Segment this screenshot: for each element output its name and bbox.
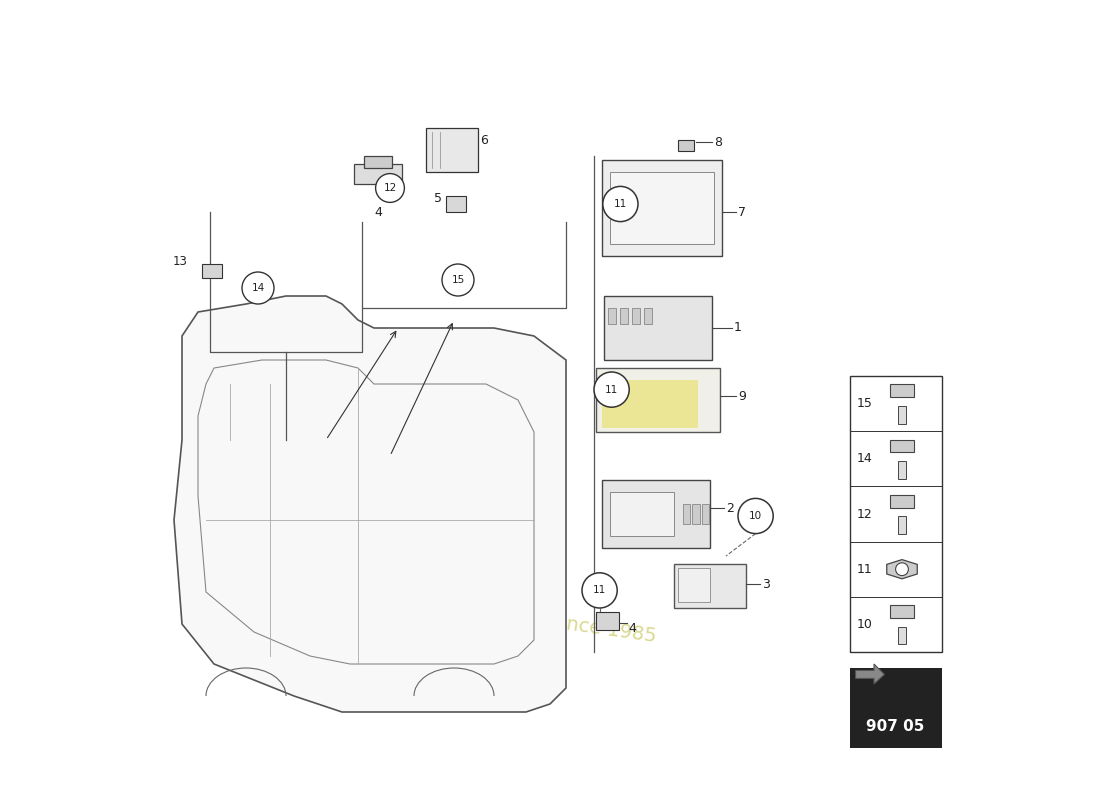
Text: 14: 14 [252, 283, 265, 293]
Circle shape [375, 174, 405, 202]
Bar [610, 492, 674, 536]
Text: 11: 11 [857, 562, 872, 576]
Text: 907 05: 907 05 [867, 719, 925, 734]
Text: 6: 6 [481, 134, 488, 146]
Text: 9: 9 [738, 390, 746, 402]
Bar [596, 368, 720, 432]
Polygon shape [856, 664, 884, 684]
Bar [890, 605, 914, 618]
Text: 12: 12 [384, 183, 397, 193]
Text: 12: 12 [857, 507, 872, 521]
Text: 11: 11 [614, 199, 627, 209]
Bar [890, 439, 914, 452]
Bar [898, 461, 906, 478]
Text: 13: 13 [173, 255, 188, 268]
Text: 4: 4 [374, 206, 382, 218]
Circle shape [594, 372, 629, 407]
Bar [890, 494, 914, 507]
Text: elc
parts: elc parts [367, 434, 540, 558]
Text: 3: 3 [762, 578, 770, 590]
Circle shape [603, 186, 638, 222]
Text: 10: 10 [857, 618, 872, 631]
Bar [644, 308, 651, 324]
Circle shape [895, 562, 909, 575]
Text: 8: 8 [714, 136, 722, 149]
Text: 5: 5 [434, 192, 442, 205]
Bar [604, 296, 712, 360]
Circle shape [582, 573, 617, 608]
Text: 11: 11 [605, 385, 618, 394]
Text: 11: 11 [593, 586, 606, 595]
Polygon shape [887, 559, 917, 578]
Bar [354, 164, 402, 184]
Circle shape [738, 498, 773, 534]
Bar [602, 380, 698, 428]
Bar [898, 517, 906, 534]
Text: 7: 7 [738, 206, 746, 218]
Bar [202, 264, 222, 278]
Bar [898, 406, 906, 424]
Bar [692, 504, 700, 524]
Bar [898, 627, 906, 645]
Polygon shape [174, 296, 566, 712]
Bar [674, 564, 746, 608]
Circle shape [442, 264, 474, 296]
Text: a passion for parts since 1985: a passion for parts since 1985 [363, 586, 658, 646]
Text: 15: 15 [857, 397, 872, 410]
Bar [678, 140, 694, 151]
Text: 4: 4 [628, 622, 636, 634]
Bar [602, 480, 710, 548]
Bar [607, 308, 616, 324]
Bar [850, 376, 942, 652]
Bar [683, 504, 690, 524]
Text: 14: 14 [857, 452, 872, 466]
Bar [446, 196, 466, 212]
Text: 15: 15 [451, 275, 464, 285]
Bar [596, 612, 619, 630]
Text: 1: 1 [734, 322, 741, 334]
Text: 2: 2 [726, 502, 734, 514]
Bar [890, 384, 914, 397]
Bar [702, 504, 710, 524]
Bar [610, 172, 714, 244]
Bar [631, 308, 639, 324]
Bar [364, 156, 392, 168]
Circle shape [242, 272, 274, 304]
Bar [619, 308, 628, 324]
Text: 10: 10 [749, 511, 762, 521]
Bar [602, 160, 722, 256]
Bar [678, 568, 710, 602]
Bar [426, 128, 478, 172]
Bar [850, 668, 942, 748]
